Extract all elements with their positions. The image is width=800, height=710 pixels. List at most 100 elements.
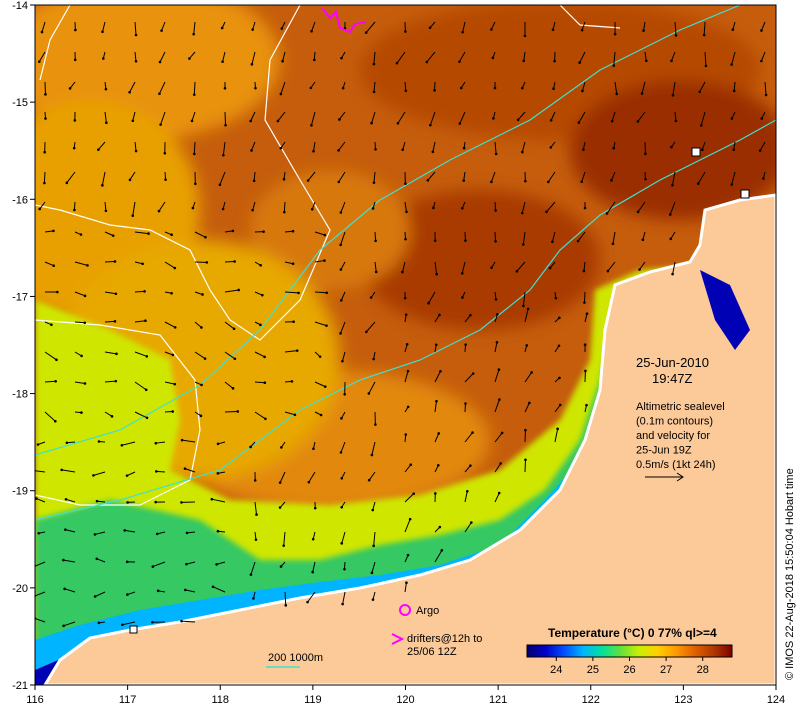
- velocity-vector: [307, 591, 316, 603]
- velocity-vector: [282, 51, 286, 62]
- y-tick-label: -20: [12, 583, 28, 595]
- drifter-track: [321, 7, 367, 34]
- velocity-vector: [733, 141, 736, 150]
- velocity-vector-head: [425, 60, 429, 64]
- velocity-vector-head: [113, 320, 117, 323]
- velocity-vector-head: [671, 272, 674, 276]
- velocity-vector-head: [585, 312, 589, 316]
- velocity-vector: [307, 171, 316, 181]
- velocity-vector-head: [191, 206, 195, 210]
- caption-line: Altimetric sealevel: [636, 401, 725, 413]
- velocity-vector-head: [143, 290, 146, 293]
- velocity-vector-head: [141, 262, 144, 266]
- velocity-vector-head: [369, 296, 373, 299]
- velocity-vector-head: [435, 272, 438, 276]
- velocity-vector-head: [40, 30, 44, 34]
- velocity-vector: [132, 201, 136, 216]
- velocity-vector: [93, 471, 106, 476]
- velocity-vector-head: [404, 30, 407, 33]
- velocity-vector: [129, 81, 136, 93]
- velocity-vector-head: [145, 416, 149, 420]
- velocity-vector: [374, 261, 377, 272]
- velocity-vector: [216, 561, 226, 565]
- velocity-vector-head: [438, 313, 441, 317]
- velocity-vector: [310, 111, 316, 126]
- velocity-vector: [524, 372, 533, 383]
- colorbar: [526, 644, 733, 658]
- velocity-vector-head: [638, 268, 641, 271]
- velocity-vector-head: [55, 358, 58, 362]
- velocity-vector: [761, 21, 766, 31]
- velocity-vector: [35, 561, 46, 567]
- velocity-vector: [340, 321, 346, 334]
- velocity-vector-head: [183, 588, 187, 592]
- velocity-vector: [251, 51, 256, 65]
- y-tick-label: -21: [12, 680, 28, 692]
- velocity-vector-head: [641, 238, 645, 242]
- velocity-vector-head: [640, 92, 644, 95]
- velocity-vector: [462, 21, 466, 33]
- velocity-vector-head: [199, 414, 203, 418]
- velocity-vector: [284, 261, 294, 265]
- velocity-vector-head: [278, 506, 282, 509]
- velocity-vector: [494, 201, 497, 211]
- velocity-vector-head: [545, 210, 548, 214]
- velocity-vector: [524, 308, 529, 323]
- velocity-vector-head: [526, 307, 530, 311]
- velocity-vector-head: [173, 326, 177, 329]
- colorbar-tick-label: 25: [587, 664, 599, 676]
- velocity-vector-head: [205, 261, 209, 264]
- velocity-vector-head: [524, 428, 527, 432]
- velocity-vector-head: [126, 501, 129, 504]
- velocity-vector-head: [259, 264, 262, 267]
- velocity-vector-head: [758, 149, 762, 152]
- velocity-vector-head: [732, 148, 736, 152]
- velocity-vector-head: [312, 149, 315, 153]
- velocity-vector: [122, 621, 136, 626]
- velocity-vector-head: [221, 60, 224, 63]
- velocity-vector: [464, 432, 473, 443]
- velocity-vector: [160, 111, 166, 125]
- velocity-vector-head: [341, 602, 344, 606]
- y-tick-label: -16: [12, 194, 28, 206]
- velocity-vector-head: [97, 148, 100, 151]
- velocity-vector: [132, 111, 136, 121]
- velocity-vector-head: [30, 469, 33, 472]
- velocity-vector-head: [405, 342, 409, 346]
- x-tick-label: 117: [119, 694, 137, 706]
- velocity-vector-head: [125, 560, 129, 564]
- velocity-vector-head: [370, 121, 373, 125]
- velocity-vector-head: [760, 59, 763, 63]
- velocity-vector: [182, 439, 196, 443]
- velocity-vector-head: [79, 233, 83, 236]
- velocity-vector: [194, 231, 206, 238]
- velocity-vector-head: [337, 180, 341, 184]
- velocity-vector-head: [74, 28, 77, 32]
- velocity-vector-head: [185, 531, 189, 535]
- velocity-vector-head: [52, 229, 55, 233]
- velocity-vector-head: [105, 121, 108, 125]
- velocity-vector: [494, 141, 497, 154]
- caption-line: 25-Jun 19Z: [636, 445, 692, 457]
- velocity-vector: [523, 51, 526, 61]
- caption-line: drifters@12h to: [407, 633, 482, 645]
- velocity-vector-head: [180, 501, 183, 504]
- velocity-vector: [464, 314, 471, 323]
- velocity-vector: [579, 51, 586, 63]
- velocity-vector: [522, 231, 526, 245]
- velocity-vector-head: [642, 29, 645, 32]
- velocity-vector: [494, 314, 498, 323]
- velocity-vector: [96, 500, 106, 503]
- velocity-vector-head: [144, 388, 148, 392]
- velocity-vector-head: [516, 118, 520, 122]
- velocity-vector-head: [323, 385, 327, 388]
- velocity-vector: [581, 171, 586, 182]
- velocity-vector: [104, 291, 116, 295]
- velocity-vector: [254, 381, 265, 384]
- velocity-vector: [546, 201, 556, 213]
- velocity-vector-head: [469, 464, 472, 467]
- velocity-vector: [65, 498, 76, 503]
- velocity-vector: [155, 441, 166, 444]
- velocity-vector-head: [218, 183, 222, 187]
- velocity-vector: [73, 201, 76, 210]
